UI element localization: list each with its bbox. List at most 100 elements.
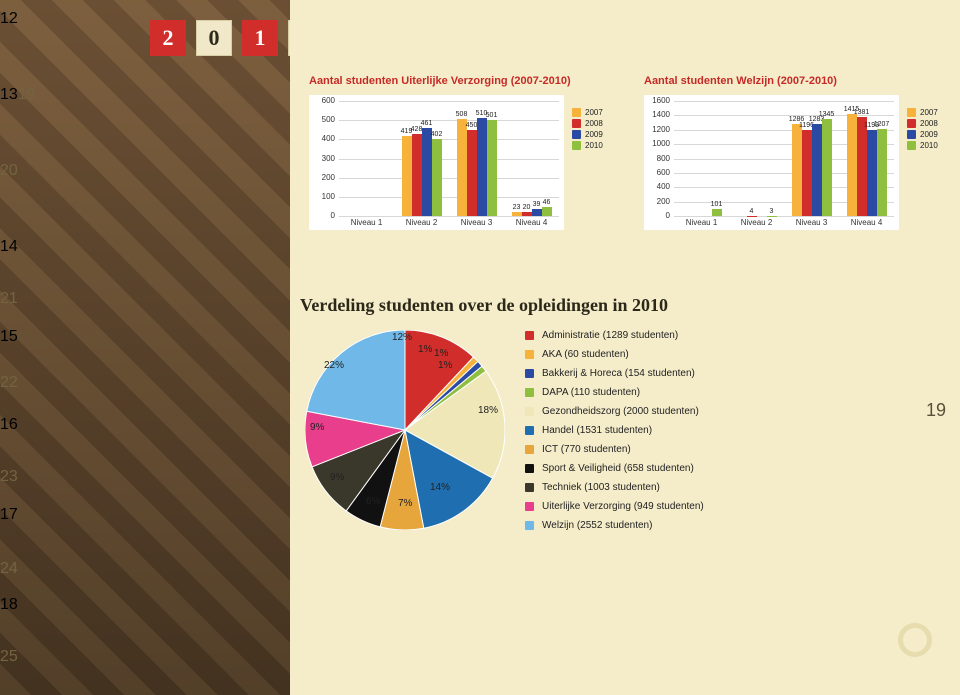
legend-row: 2009 bbox=[907, 130, 938, 139]
bar-value-label: 402 bbox=[431, 131, 443, 138]
pie-legend-row: DAPA (110 studenten) bbox=[525, 387, 704, 398]
y-tick-label: 300 bbox=[311, 154, 335, 163]
chart2: 1014312861196128313451415138111931207 bbox=[644, 95, 899, 230]
bar bbox=[432, 139, 442, 216]
pie-legend-label: AKA (60 studenten) bbox=[542, 349, 629, 360]
pie-pct-label: 7% bbox=[398, 498, 412, 509]
pie-legend-label: Uiterlijke Verzorging (949 studenten) bbox=[542, 501, 704, 512]
legend-row: 2010 bbox=[907, 141, 938, 150]
decorative-circle bbox=[898, 623, 932, 657]
ghost-row: 18 bbox=[0, 596, 290, 614]
bar bbox=[812, 124, 822, 216]
pie-pct-label: 22% bbox=[324, 360, 344, 371]
pie-pct-label: 1% bbox=[434, 348, 448, 359]
pie-pct-label: 1% bbox=[418, 344, 432, 355]
ghost-row: 1319 bbox=[0, 86, 290, 104]
pie-legend-label: Sport & Veiligheid (658 studenten) bbox=[542, 463, 694, 474]
bar-value-label: 461 bbox=[421, 120, 433, 127]
legend-label: 2008 bbox=[920, 119, 938, 128]
pie-pct-label: 9% bbox=[310, 422, 324, 433]
ghost-row: 17 bbox=[0, 506, 290, 524]
pie-legend-label: Administratie (1289 studenten) bbox=[542, 330, 678, 341]
bar bbox=[512, 212, 522, 216]
chart2-title: Aantal studenten Welzijn (2007-2010) bbox=[644, 75, 837, 87]
x-category-label: Niveau 4 bbox=[507, 218, 557, 227]
bar bbox=[802, 130, 812, 216]
pie-title: Verdeling studenten over de opleidingen … bbox=[300, 295, 668, 316]
y-tick-label: 100 bbox=[311, 192, 335, 201]
x-category-label: Niveau 3 bbox=[452, 218, 502, 227]
legend-label: 2009 bbox=[585, 130, 603, 139]
x-category-label: Niveau 2 bbox=[397, 218, 447, 227]
y-tick-label: 200 bbox=[646, 197, 670, 206]
bar-value-label: 508 bbox=[456, 111, 468, 118]
bar bbox=[712, 209, 722, 216]
bar bbox=[457, 119, 467, 216]
bar bbox=[467, 130, 477, 216]
pie-pct-label: 6% bbox=[366, 496, 380, 507]
legend-row: 2010 bbox=[572, 141, 603, 150]
pie-legend-label: DAPA (110 studenten) bbox=[542, 387, 640, 398]
y-tick-label: 1200 bbox=[646, 125, 670, 134]
y-tick-label: 600 bbox=[646, 168, 670, 177]
y-tick-label: 400 bbox=[646, 182, 670, 191]
y-tick-label: 200 bbox=[311, 173, 335, 182]
bar bbox=[877, 129, 887, 216]
x-category-label: Niveau 4 bbox=[842, 218, 892, 227]
y-tick-label: 1600 bbox=[646, 96, 670, 105]
bar bbox=[822, 119, 832, 216]
pie-legend-row: Administratie (1289 studenten) bbox=[525, 330, 704, 341]
ghost-row: 14 bbox=[0, 238, 290, 256]
y-tick-label: 1000 bbox=[646, 139, 670, 148]
pie-legend-label: Gezondheidszorg (2000 studenten) bbox=[542, 406, 699, 417]
bar-value-label: 20 bbox=[523, 204, 531, 211]
bar bbox=[422, 128, 432, 216]
pie-legend-label: Techniek (1003 studenten) bbox=[542, 482, 660, 493]
pie-legend-label: Bakkerij & Horeca (154 studenten) bbox=[542, 368, 695, 379]
ghost-row: 20 bbox=[0, 162, 290, 180]
bar bbox=[542, 207, 552, 216]
chart1: 41942846140250845051050123203946 bbox=[309, 95, 564, 230]
pie-legend-row: Sport & Veiligheid (658 studenten) bbox=[525, 463, 704, 474]
ghost-row: 16 bbox=[0, 416, 290, 434]
bar-value-label: 1381 bbox=[854, 109, 870, 116]
legend-row: 2007 bbox=[572, 108, 603, 117]
chart1-legend: 2007200820092010 bbox=[572, 108, 603, 150]
bar-value-label: 101 bbox=[711, 201, 723, 208]
x-category-label: Niveau 1 bbox=[342, 218, 392, 227]
legend-label: 2007 bbox=[920, 108, 938, 117]
legend-label: 2010 bbox=[920, 141, 938, 150]
bar bbox=[532, 209, 542, 216]
ghost-row: 22 bbox=[0, 374, 290, 392]
pie-legend-row: Welzijn (2552 studenten) bbox=[525, 520, 704, 531]
bar-value-label: 1345 bbox=[819, 111, 835, 118]
pie-pct-label: 1% bbox=[438, 360, 452, 371]
bar-value-label: 4 bbox=[750, 208, 754, 215]
ghost-row: 25 bbox=[0, 648, 290, 666]
bar-value-label: 46 bbox=[543, 199, 551, 206]
page-number: 19 bbox=[926, 400, 946, 421]
chart2-legend: 2007 2008 2009 2010 bbox=[907, 108, 938, 150]
ghost-row: 21 bbox=[0, 290, 290, 308]
pie-legend-row: Gezondheidszorg (2000 studenten) bbox=[525, 406, 704, 417]
pie-legend-row: Techniek (1003 studenten) bbox=[525, 482, 704, 493]
ghost-row: 24 bbox=[0, 560, 290, 578]
bar-value-label: 501 bbox=[486, 112, 498, 119]
bar-value-label: 1207 bbox=[874, 121, 890, 128]
bar bbox=[412, 134, 422, 216]
pie-legend-row: ICT (770 studenten) bbox=[525, 444, 704, 455]
pie-legend-row: AKA (60 studenten) bbox=[525, 349, 704, 360]
x-category-label: Niveau 2 bbox=[732, 218, 782, 227]
bar bbox=[477, 118, 487, 216]
pie-legend-label: Welzijn (2552 studenten) bbox=[542, 520, 652, 531]
ghost-row: 12 bbox=[0, 10, 290, 28]
bar bbox=[402, 136, 412, 216]
x-category-label: Niveau 3 bbox=[787, 218, 837, 227]
pie-legend-row: Uiterlijke Verzorging (949 studenten) bbox=[525, 501, 704, 512]
y-tick-label: 1400 bbox=[646, 110, 670, 119]
ghost-row: 15 bbox=[0, 328, 290, 346]
bar-value-label: 39 bbox=[533, 201, 541, 208]
bar-value-label: 3 bbox=[770, 208, 774, 215]
pie-legend-label: Handel (1531 studenten) bbox=[542, 425, 652, 436]
x-category-label: Niveau 1 bbox=[677, 218, 727, 227]
